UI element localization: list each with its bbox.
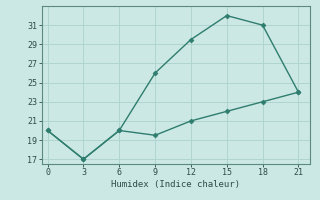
X-axis label: Humidex (Indice chaleur): Humidex (Indice chaleur) (111, 180, 241, 189)
